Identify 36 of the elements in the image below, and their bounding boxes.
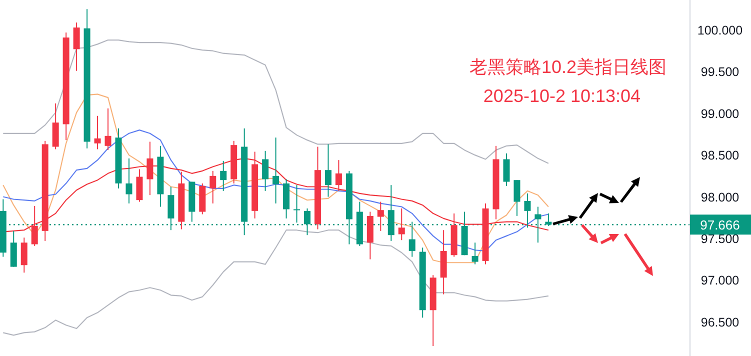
candlestick	[168, 186, 174, 231]
text: 2025-10-2 10:13:04	[483, 86, 641, 106]
candlestick	[514, 180, 520, 216]
candlestick	[398, 208, 405, 241]
candlestick	[534, 206, 542, 244]
y-tick-label: 99.000	[700, 106, 740, 121]
candlestick	[73, 22, 80, 72]
y-tick-label: 97.500	[700, 232, 740, 246]
candlestick	[94, 115, 101, 150]
candlestick	[220, 160, 227, 192]
candlestick	[324, 144, 332, 198]
candlestick	[304, 208, 310, 236]
y-tick-label: 98.500	[700, 148, 740, 163]
candlestick	[104, 108, 112, 151]
y-tick-label: 100.000	[697, 24, 743, 38]
candlestick	[294, 184, 300, 224]
candlestick	[210, 170, 216, 204]
candlestick	[524, 192, 531, 228]
candlestick	[146, 141, 154, 196]
candlestick	[136, 168, 143, 202]
y-tick-label: 96.500	[700, 315, 740, 330]
y-tick-label: 98.000	[700, 190, 740, 204]
candlestick	[503, 152, 510, 186]
candlestick	[335, 160, 342, 192]
candlestick	[472, 242, 478, 265]
candlestick	[31, 205, 38, 246]
candlestick	[272, 137, 280, 204]
candlestick	[126, 158, 132, 204]
candlestick	[377, 201, 384, 232]
y-tick-label: 97.000	[700, 274, 740, 288]
candlestick	[262, 150, 269, 192]
candlestick	[408, 221, 416, 258]
y-tick-label: 99.500	[700, 65, 740, 80]
candlestick	[20, 237, 28, 274]
text: 老黑策略10.2美指日线图	[469, 57, 667, 77]
ref-line-label: 97.666	[700, 218, 740, 233]
